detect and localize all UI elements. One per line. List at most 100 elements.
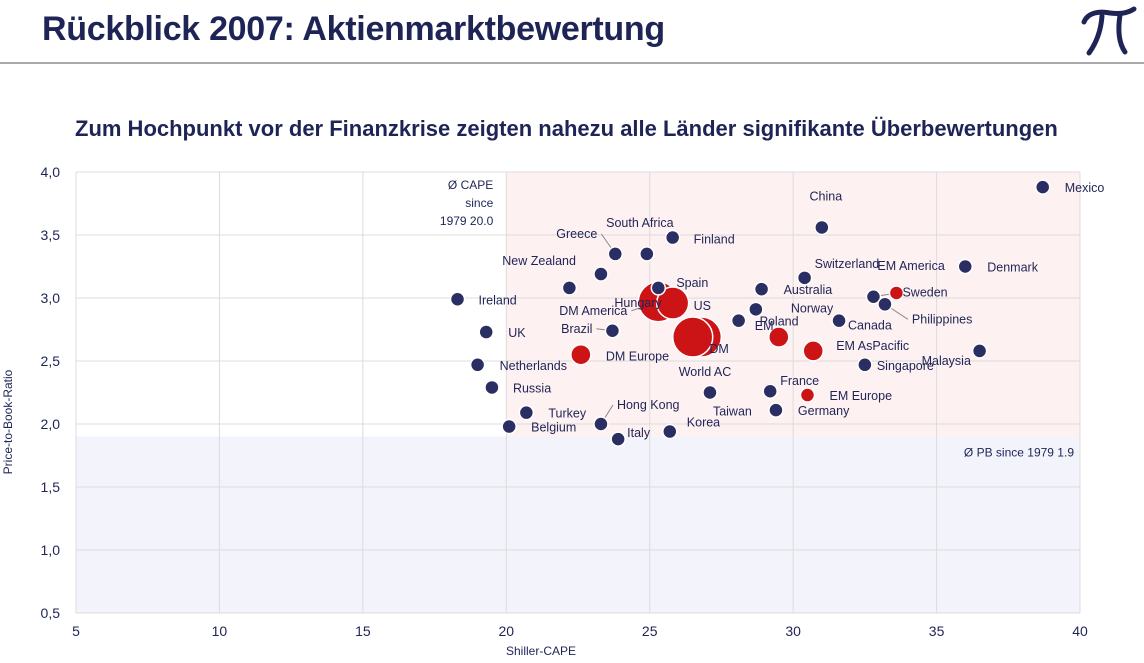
label-finland: Finland (694, 233, 735, 247)
label-greece: Greece (556, 227, 597, 241)
label-russia: Russia (513, 381, 551, 395)
label-mexico: Mexico (1065, 181, 1105, 195)
label-malaysia: Malaysia (922, 354, 971, 368)
point-new-zealand (593, 266, 609, 282)
label-norway: Norway (791, 301, 834, 315)
label-poland: Poland (760, 315, 799, 329)
y-tick-label: 1,5 (41, 479, 61, 495)
label-em-aspacific: EM AsPacific (836, 339, 909, 353)
point-labels: Mexico China Finland South Africa Greece Denm… (479, 181, 1105, 440)
point-ireland (449, 291, 466, 308)
point-hungary (561, 280, 578, 296)
point-norway (748, 301, 764, 318)
label-taiwan: Taiwan (713, 405, 752, 419)
label-dm-america: DM America (559, 304, 627, 318)
x-tick-label: 25 (642, 623, 658, 639)
point-turkey (518, 404, 535, 421)
label-switzerland: Switzerland (815, 257, 880, 271)
avg-cape-label: 1979 20.0 (440, 214, 494, 228)
point-italy (610, 431, 626, 447)
label-china: China (809, 189, 842, 203)
point-russia (484, 379, 500, 396)
label-belgium: Belgium (531, 421, 576, 435)
y-tick-label: 4,0 (41, 164, 61, 180)
x-tick-label: 40 (1072, 623, 1088, 639)
point-canada (831, 312, 847, 329)
label-us: US (694, 299, 711, 313)
point-greece (607, 246, 624, 262)
label-germany: Germany (798, 404, 850, 418)
point-world-ac (671, 316, 714, 358)
point-belgium (501, 418, 517, 435)
label-spain: Spain (676, 276, 708, 290)
header: Rückblick 2007: Aktienmarktbewertung (0, 0, 1144, 64)
label-new-zealand: New Zealand (502, 254, 576, 268)
label-italy: Italy (627, 426, 651, 440)
y-tick-label: 0,5 (41, 605, 61, 621)
label-denmark: Denmark (987, 261, 1038, 275)
point-brazil (604, 323, 621, 339)
point-malaysia (971, 343, 988, 359)
label-singapore: Singapore (877, 359, 934, 373)
point-em-europe (799, 387, 816, 403)
label-canada: Canada (848, 319, 892, 333)
label-turkey: Turkey (548, 407, 586, 421)
y-tick-label: 1,0 (41, 542, 61, 558)
label-hong-kong: Hong Kong (617, 398, 680, 412)
point-korea (662, 423, 678, 440)
y-tick-label: 2,5 (41, 353, 61, 369)
label-brazil: Brazil (561, 322, 592, 336)
point-hong-kong (593, 416, 609, 432)
point-em (768, 326, 790, 348)
page-title: Rückblick 2007: Aktienmarktbewertung (42, 10, 665, 48)
grid-lines (75, 171, 1081, 614)
pi-logo-icon (1081, 6, 1137, 56)
point-singapore (857, 357, 873, 373)
point-philippines (877, 296, 893, 313)
point-south-africa (639, 246, 655, 262)
y-tick-label: 2,0 (41, 416, 61, 432)
point-em-america (888, 285, 905, 301)
label-ireland: Ireland (479, 293, 517, 307)
undervalued-zone (76, 436, 1080, 613)
x-tick-label: 15 (355, 623, 371, 639)
point-france (762, 383, 778, 399)
label-australia: Australia (784, 283, 833, 297)
x-tick-label: 20 (498, 623, 514, 639)
point-poland (730, 312, 747, 329)
x-tick-label: 10 (212, 623, 228, 639)
y-tick-label: 3,5 (41, 227, 61, 243)
point-uk (478, 324, 494, 340)
chart-subtitle: Zum Hochpunkt vor der Finanzkrise zeigte… (75, 116, 1058, 141)
axis-ticks: 5 10 15 20 25 30 35 40 0,5 1,0 1,5 2,0 2,5 3,0 3,5 4,0 (41, 164, 1088, 639)
label-world-ac: World AC (679, 365, 732, 379)
point-switzerland (796, 270, 813, 286)
average-labels: Ø CAPE since 1979 20.0 Ø PB since 1979 1.9 (440, 178, 1074, 460)
avg-pb-label: Ø PB since 1979 1.9 (964, 446, 1074, 460)
x-axis-label: Shiller-CAPE (506, 644, 576, 658)
point-denmark (957, 258, 974, 275)
label-france: France (780, 374, 819, 388)
y-tick-label: 3,0 (41, 290, 61, 306)
point-finland (664, 229, 681, 246)
label-sweden: Sweden (902, 286, 947, 300)
x-tick-label: 35 (929, 623, 945, 639)
x-tick-label: 30 (785, 623, 801, 639)
point-sweden (865, 288, 882, 305)
point-us (655, 286, 690, 320)
label-hungary: Hungary (614, 296, 662, 310)
point-germany (768, 402, 784, 418)
label-korea: Korea (687, 416, 720, 430)
label-philippines: Philippines (912, 312, 972, 326)
y-axis-label: Price-to-Book-Ratio (1, 369, 15, 474)
label-em: EM (755, 319, 774, 333)
point-china (814, 219, 830, 236)
point-em-aspacific (802, 340, 824, 362)
label-em-europe: EM Europe (829, 389, 892, 403)
data-points (449, 179, 1051, 447)
label-uk: UK (508, 326, 526, 340)
point-dm-europe (570, 343, 592, 366)
point-spain (650, 280, 667, 296)
label-netherlands: Netherlands (500, 359, 567, 373)
